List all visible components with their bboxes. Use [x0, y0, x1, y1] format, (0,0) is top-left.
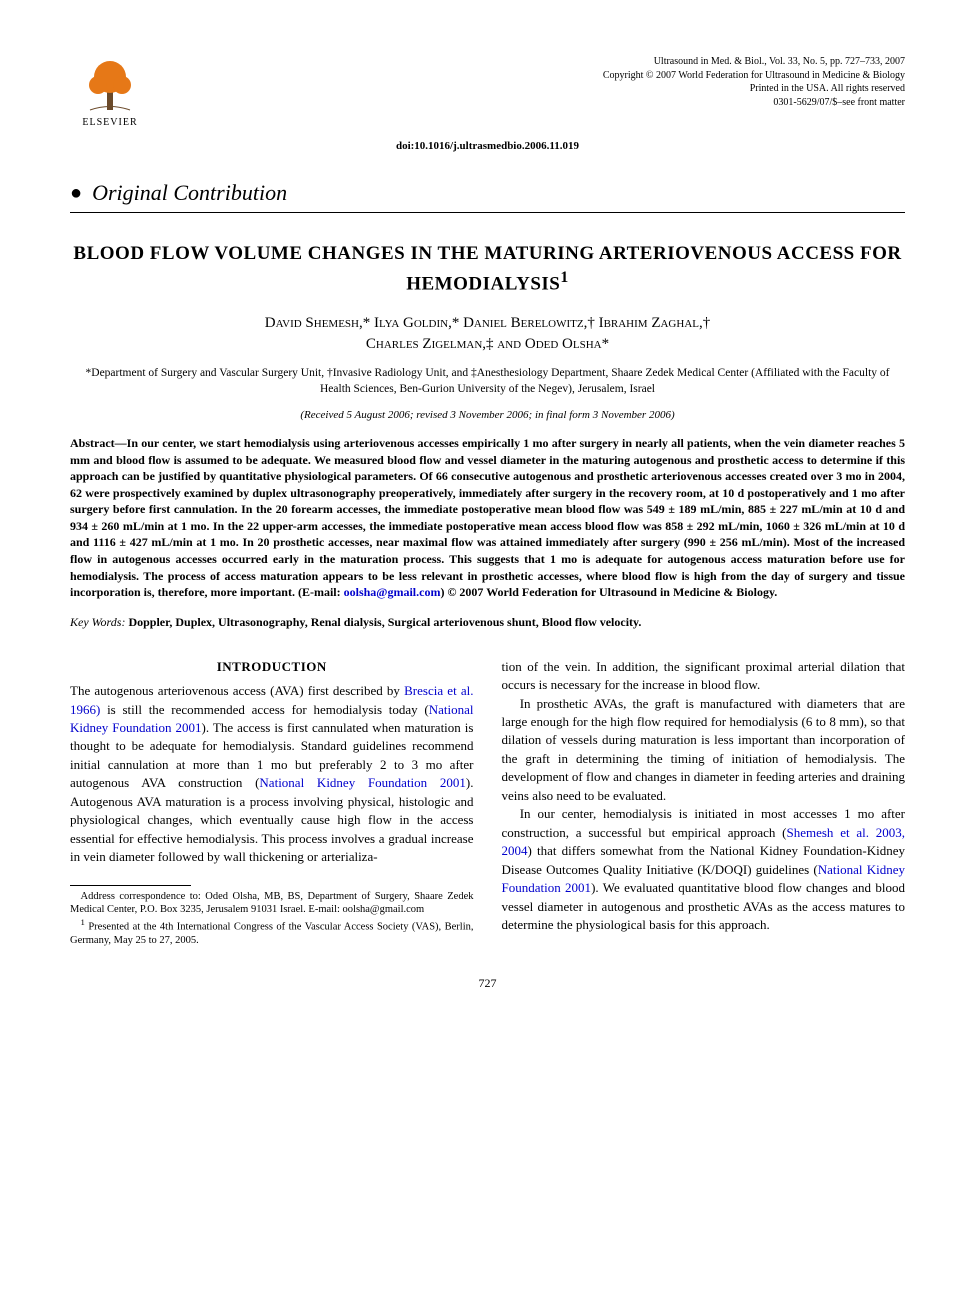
intro-para-1: The autogenous arteriovenous access (AVA…: [70, 682, 474, 867]
footnote-rule: [70, 885, 191, 886]
journal-issn: 0301-5629/07/$–see front matter: [603, 96, 905, 110]
section-rule: [70, 212, 905, 213]
journal-print-notice: Printed in the USA. All rights reserved: [603, 82, 905, 96]
citation-link[interactable]: National Kidney Foundation 2001: [259, 775, 465, 790]
presentation-footnote: 1 Presented at the 4th International Con…: [70, 917, 474, 948]
abstract-tail: ) © 2007 World Federation for Ultrasound…: [440, 585, 777, 599]
doi: doi:10.1016/j.ultrasmedbio.2006.11.019: [70, 140, 905, 152]
title-text: BLOOD FLOW VOLUME CHANGES IN THE MATURIN…: [73, 243, 901, 294]
journal-citation: Ultrasound in Med. & Biol., Vol. 33, No.…: [603, 55, 905, 69]
left-column: INTRODUCTION The autogenous arteriovenou…: [70, 658, 474, 948]
para-prosthetic: In prosthetic AVAs, the graft is manufac…: [502, 695, 906, 806]
publisher-logo-block: ELSEVIER: [70, 55, 150, 128]
footnote-text: Presented at the 4th International Congr…: [70, 921, 474, 946]
header-row: ELSEVIER Ultrasound in Med. & Biol., Vol…: [70, 55, 905, 128]
publisher-logo-label: ELSEVIER: [82, 117, 137, 128]
bullet-icon: ●: [70, 182, 82, 205]
title-footnote-marker: 1: [560, 269, 568, 286]
introduction-heading: INTRODUCTION: [70, 658, 474, 676]
text: The autogenous arteriovenous access (AVA…: [70, 683, 404, 698]
page-number: 727: [70, 976, 905, 991]
section-marker: ● Original Contribution: [70, 180, 905, 206]
journal-copyright: Copyright © 2007 World Federation for Ul…: [603, 69, 905, 83]
elsevier-tree-icon: [80, 55, 140, 115]
abstract: Abstract—In our center, we start hemodia…: [70, 435, 905, 600]
correspondence-footnote: Address correspondence to: Oded Olsha, M…: [70, 890, 474, 917]
keywords-label: Key Words:: [70, 615, 125, 629]
right-column: tion of the vein. In addition, the signi…: [502, 658, 906, 948]
dates-text: (Received 5 August 2006; revised 3 Novem…: [300, 409, 674, 421]
text: is still the recommended access for hemo…: [100, 702, 428, 717]
section-type: Original Contribution: [92, 180, 287, 206]
body-columns: INTRODUCTION The autogenous arteriovenou…: [70, 658, 905, 948]
footnotes: Address correspondence to: Oded Olsha, M…: [70, 890, 474, 948]
journal-meta: Ultrasound in Med. & Biol., Vol. 33, No.…: [603, 55, 905, 109]
article-dates: (Received 5 August 2006; revised 3 Novem…: [70, 409, 905, 421]
corresponding-email-link[interactable]: oolsha@gmail.com: [344, 585, 441, 599]
keywords-body: Doppler, Duplex, Ultrasonography, Renal …: [125, 615, 641, 629]
keywords: Key Words: Doppler, Duplex, Ultrasonogra…: [70, 615, 905, 630]
para-center-approach: In our center, hemodialysis is initiated…: [502, 805, 906, 934]
article-title: BLOOD FLOW VOLUME CHANGES IN THE MATURIN…: [70, 241, 905, 297]
affiliations: *Department of Surgery and Vascular Surg…: [70, 366, 905, 397]
para-continuation: tion of the vein. In addition, the signi…: [502, 658, 906, 695]
abstract-body: In our center, we start hemodialysis usi…: [70, 436, 905, 599]
abstract-label: Abstract—: [70, 436, 127, 450]
authors: David Shemesh,* Ilya Goldin,* Daniel Ber…: [70, 313, 905, 357]
